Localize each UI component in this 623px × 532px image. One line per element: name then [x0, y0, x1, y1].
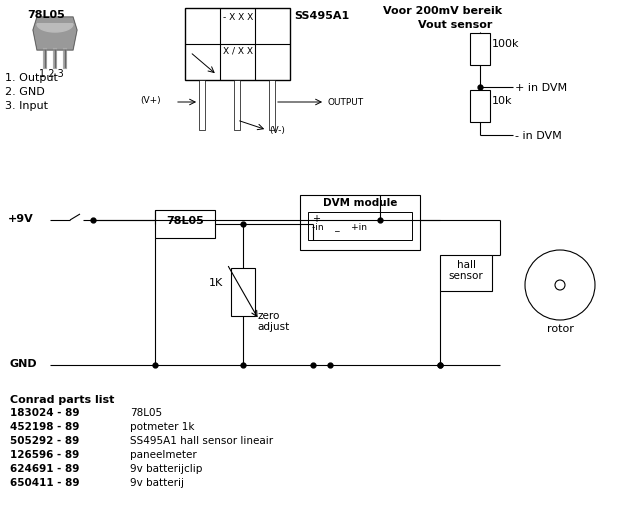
- Text: 78L05: 78L05: [166, 216, 204, 226]
- Text: GND: GND: [10, 359, 37, 369]
- Text: +: +: [312, 214, 320, 224]
- Bar: [470, 33, 490, 65]
- Text: 1. Output: 1. Output: [5, 73, 58, 83]
- Polygon shape: [37, 24, 73, 32]
- Text: 9v batterijclip: 9v batterijclip: [130, 464, 202, 474]
- Text: 126596 - 89: 126596 - 89: [10, 450, 79, 460]
- Text: 650411 - 89: 650411 - 89: [10, 478, 80, 488]
- Text: 10k: 10k: [492, 96, 513, 106]
- Text: 78L05: 78L05: [27, 10, 65, 20]
- Text: zero: zero: [257, 311, 279, 321]
- Text: (V-): (V-): [269, 126, 285, 135]
- Text: sensor: sensor: [449, 271, 483, 281]
- Text: - in DVM: - in DVM: [515, 131, 562, 141]
- Text: -in    _    +in: -in _ +in: [312, 222, 367, 231]
- Bar: [199, 80, 205, 130]
- Bar: [155, 210, 215, 238]
- Text: +9V: +9V: [8, 214, 34, 224]
- Text: 9v batterij: 9v batterij: [130, 478, 184, 488]
- Text: SS495A1: SS495A1: [294, 11, 350, 21]
- Text: 3. Input: 3. Input: [5, 101, 48, 111]
- Bar: [234, 80, 240, 130]
- Text: X / X X: X / X X: [223, 47, 253, 56]
- Text: + in DVM: + in DVM: [515, 83, 567, 93]
- Text: 624691 - 89: 624691 - 89: [10, 464, 79, 474]
- Text: Conrad parts list: Conrad parts list: [10, 395, 115, 405]
- Bar: [231, 268, 255, 316]
- Bar: [470, 90, 490, 122]
- Text: 1 2 3: 1 2 3: [39, 69, 64, 79]
- Bar: [440, 255, 492, 291]
- Text: 183024 - 89: 183024 - 89: [10, 408, 80, 418]
- Text: DVM module: DVM module: [323, 198, 397, 208]
- Text: - X X X: - X X X: [223, 13, 254, 22]
- Text: 2. GND: 2. GND: [5, 87, 45, 97]
- Text: SS495A1 hall sensor lineair: SS495A1 hall sensor lineair: [130, 436, 273, 446]
- Bar: [300, 195, 420, 250]
- Text: OUTPUT: OUTPUT: [328, 98, 364, 107]
- Text: 452198 - 89: 452198 - 89: [10, 422, 79, 432]
- Text: Voor 200mV bereik: Voor 200mV bereik: [383, 6, 503, 16]
- Text: hall: hall: [457, 260, 475, 270]
- Polygon shape: [33, 17, 77, 50]
- Text: potmeter 1k: potmeter 1k: [130, 422, 194, 432]
- Text: paneelmeter: paneelmeter: [130, 450, 197, 460]
- Text: 1K: 1K: [209, 278, 223, 288]
- Text: adjust: adjust: [257, 322, 289, 332]
- Bar: [308, 212, 412, 240]
- Text: 78L05: 78L05: [130, 408, 162, 418]
- Text: Vout sensor: Vout sensor: [418, 20, 492, 30]
- Text: rotor: rotor: [546, 324, 573, 334]
- Text: 505292 - 89: 505292 - 89: [10, 436, 79, 446]
- Bar: [269, 80, 275, 130]
- Bar: [185, 8, 290, 80]
- Text: (V+): (V+): [140, 96, 161, 104]
- Text: 100k: 100k: [492, 39, 520, 49]
